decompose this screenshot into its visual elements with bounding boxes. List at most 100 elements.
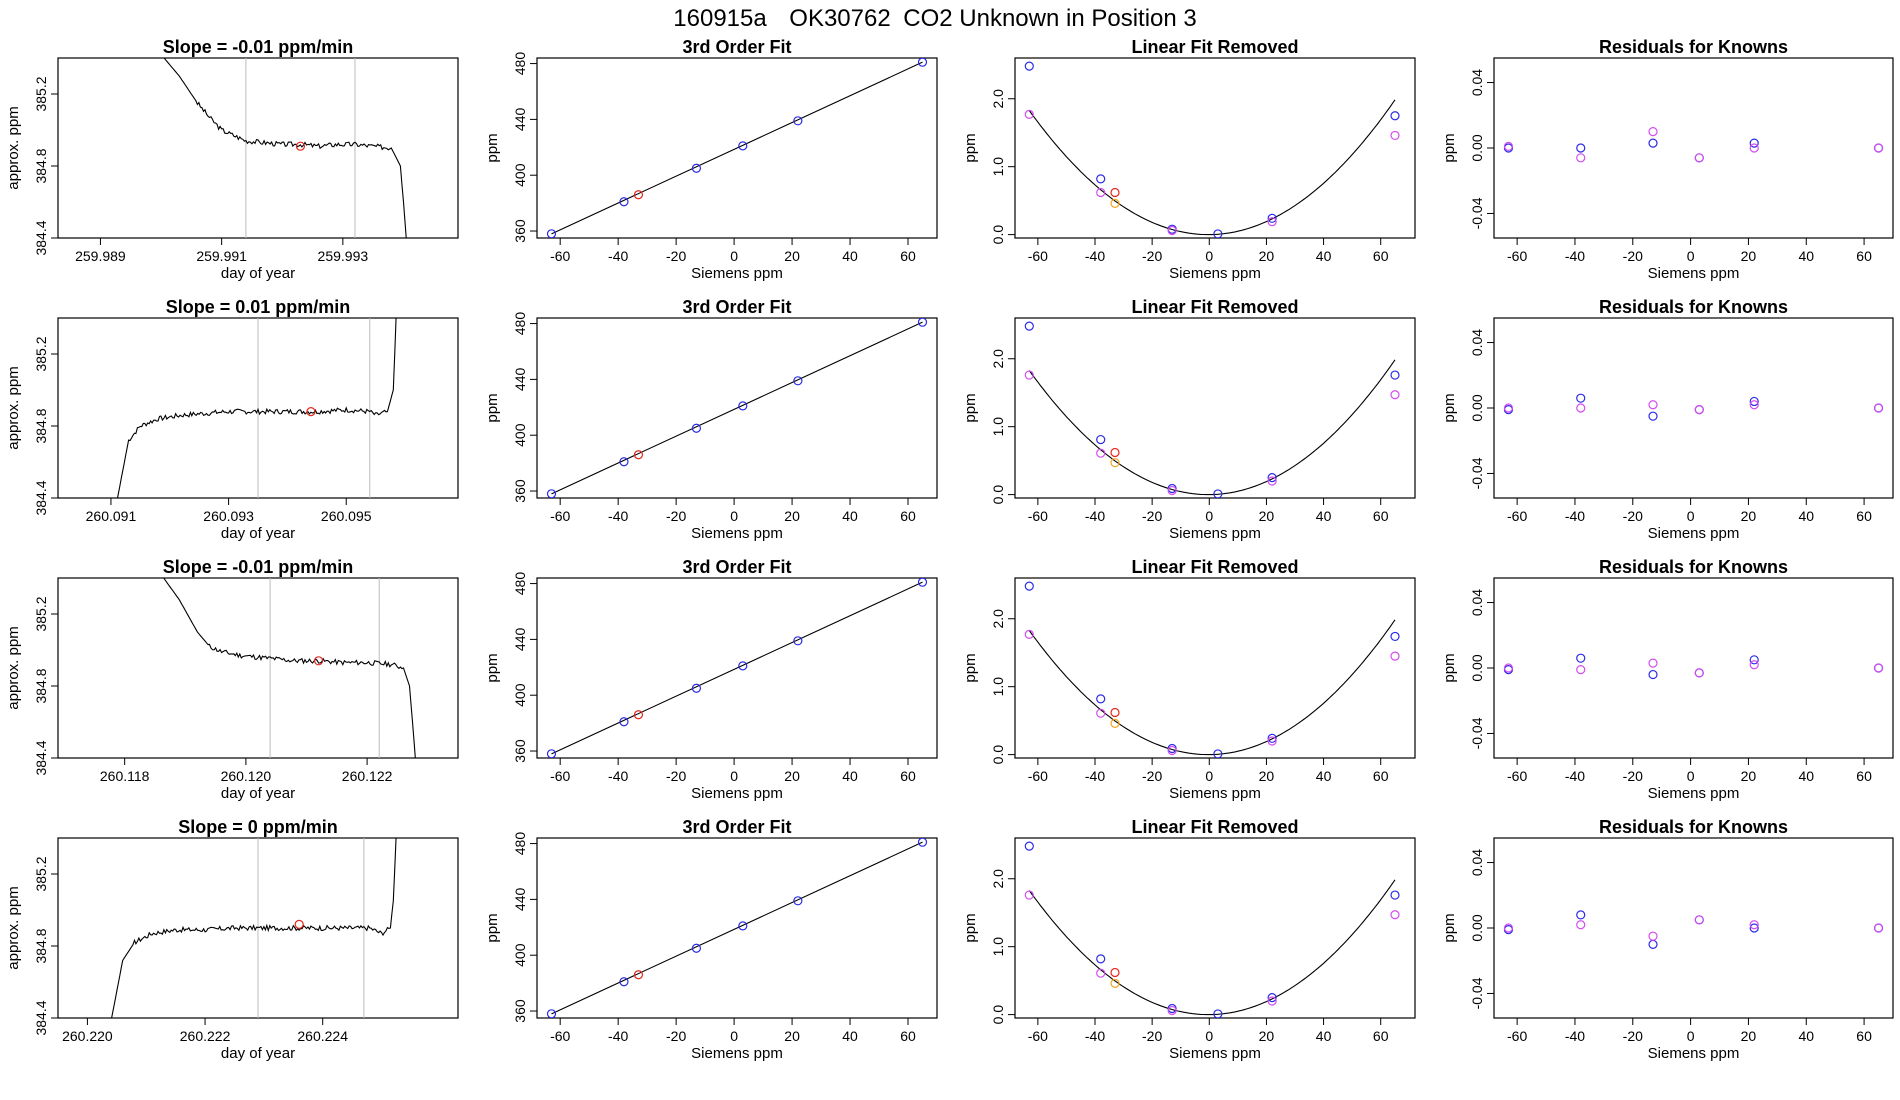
x-tick-label: -60 [550, 248, 570, 264]
plot-area [1503, 910, 1884, 949]
x-tick-label: -60 [1028, 768, 1048, 784]
panel-r4-fit: 3rd Order Fit Siemens ppm ppm -60 -40 -20 0 20 4… [484, 817, 938, 1062]
y-tick-label: 1.0 [990, 157, 1006, 177]
data-point-blue [1024, 841, 1034, 851]
panel-title: Linear Fit Removed [1131, 817, 1298, 837]
data-point-blue [1390, 890, 1400, 900]
data-point-magenta [1267, 736, 1277, 746]
data-point-magenta [1167, 225, 1177, 236]
x-tick-label: 0 [1205, 508, 1213, 524]
x-tick-label: -60 [1507, 248, 1527, 264]
x-tick-label: -40 [608, 768, 628, 784]
data-point-magenta [1694, 405, 1704, 415]
x-tick-label: 40 [842, 508, 858, 524]
x-tick-label: 60 [1856, 508, 1872, 524]
data-point-blue [1749, 655, 1759, 665]
data-point-blue [691, 163, 702, 173]
ppm-trace [116, 318, 397, 498]
data-point-magenta [1024, 109, 1034, 119]
data-point-blue [546, 229, 557, 238]
y-tick-label: 0.00 [1469, 914, 1485, 941]
data-point-blue [793, 896, 803, 906]
data-point-blue [1267, 993, 1277, 1003]
plot-area [1024, 321, 1400, 498]
y-tick-label: 440 [512, 108, 528, 132]
x-tick-label: 20 [1741, 508, 1757, 524]
x-axis-label: Siemens ppm [1169, 525, 1261, 542]
data-point-blue [1213, 1009, 1223, 1018]
x-tick-label: 20 [1741, 248, 1757, 264]
x-tick-label: 60 [900, 768, 916, 784]
x-tick-label: -20 [666, 768, 686, 784]
data-point-magenta [1503, 923, 1514, 933]
data-point-magenta [1167, 485, 1177, 496]
x-tick-label: 40 [842, 248, 858, 264]
x-tick-label: -60 [1507, 508, 1527, 524]
data-point-magenta [1694, 915, 1704, 925]
x-tick-label: 260.224 [297, 1028, 348, 1044]
x-tick-label: -20 [1623, 508, 1643, 524]
y-tick-label: 0.0 [990, 225, 1006, 245]
x-tick-label: 259.989 [75, 248, 126, 264]
y-tick-label: 384.8 [33, 928, 49, 963]
x-tick-label: 40 [1316, 1028, 1332, 1044]
x-tick-label: 60 [900, 248, 916, 264]
y-axis-label: ppm [484, 393, 501, 422]
data-point-magenta [1390, 390, 1400, 400]
data-point-blue [619, 977, 629, 987]
x-axis-label: Siemens ppm [691, 265, 783, 282]
y-tick-label: 400 [512, 163, 528, 187]
x-axis-label: Siemens ppm [1648, 785, 1740, 802]
plot-frame [1493, 837, 1894, 1019]
data-point-magenta [1873, 923, 1884, 933]
data-point-magenta [1267, 996, 1277, 1006]
y-axis-label: ppm [484, 133, 501, 162]
x-tick-label: 260.122 [342, 768, 393, 784]
y-axis-label: ppm [484, 913, 501, 942]
x-tick-label: 40 [1316, 248, 1332, 264]
data-point-magenta [1267, 217, 1277, 227]
y-tick-label: 2.0 [990, 869, 1006, 889]
y-tick-label: 385.2 [33, 856, 49, 891]
x-tick-label: -40 [1565, 248, 1585, 264]
ppm-trace [111, 838, 397, 1018]
panel-r1-res: Residuals for Knowns Siemens ppm ppm -60 -40… [1441, 37, 1894, 282]
panel-r4-trace: Slope = 0 ppm/min day of year approx. ppm 2… [5, 817, 459, 1062]
panel-title: Residuals for Knowns [1599, 817, 1788, 837]
y-axis-label: approx. ppm [5, 366, 22, 449]
data-point-blue [1390, 370, 1400, 380]
y-tick-label: 0.04 [1469, 69, 1485, 96]
plot-frame [536, 57, 938, 239]
x-tick-label: -20 [1623, 768, 1643, 784]
data-point-blue [1096, 174, 1106, 184]
data-point-magenta [1576, 665, 1586, 675]
x-tick-label: 20 [1259, 1028, 1275, 1044]
x-axis-label: Siemens ppm [1169, 265, 1261, 282]
x-axis-label: day of year [221, 525, 295, 542]
data-point-red [1110, 447, 1120, 458]
x-tick-label: 60 [1373, 248, 1389, 264]
x-tick-label: -60 [550, 768, 570, 784]
x-tick-label: 20 [1259, 768, 1275, 784]
ppm-trace [163, 58, 407, 238]
plot-frame [57, 57, 459, 239]
data-point-blue [1749, 923, 1759, 933]
x-tick-label: 259.993 [318, 248, 369, 264]
fit-curve [1028, 359, 1396, 496]
data-point-orange [1110, 198, 1120, 208]
x-tick-label: -20 [1623, 248, 1643, 264]
data-point-magenta [1648, 400, 1658, 410]
x-tick-label: -20 [1623, 1028, 1643, 1044]
data-point-blue [546, 489, 557, 498]
data-point-blue [1390, 631, 1400, 642]
x-tick-label: -60 [1028, 248, 1048, 264]
y-tick-label: 360 [512, 739, 528, 763]
y-tick-label: -0.04 [1469, 457, 1485, 489]
y-axis-label: ppm [1441, 913, 1458, 942]
x-tick-label: 40 [1798, 1028, 1814, 1044]
data-point-red [633, 450, 644, 460]
plot-frame [1493, 57, 1894, 239]
y-tick-label: 0.00 [1469, 134, 1485, 161]
x-tick-label: -20 [666, 248, 686, 264]
